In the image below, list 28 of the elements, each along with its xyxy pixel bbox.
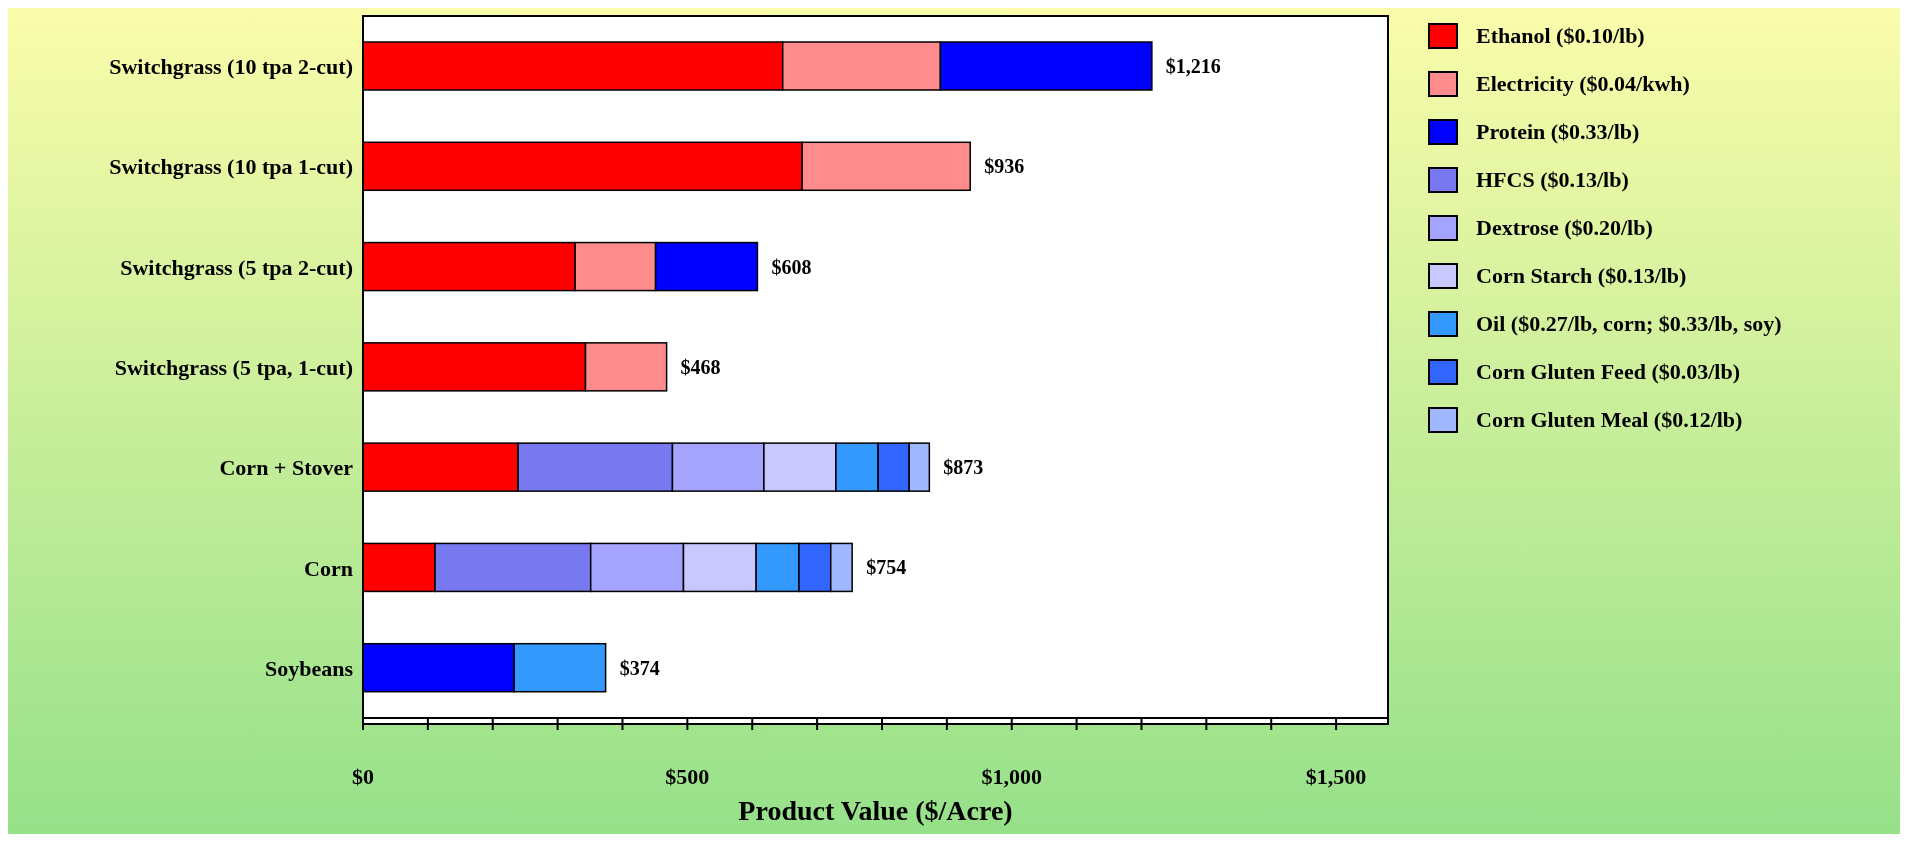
y-tick-label: Switchgrass (10 tpa 1-cut) bbox=[109, 154, 353, 180]
total-label: $468 bbox=[680, 355, 721, 378]
total-label: $1,216 bbox=[1165, 55, 1221, 77]
x-tick-label: $1,500 bbox=[1305, 764, 1367, 789]
total-label: $608 bbox=[771, 255, 812, 278]
total-label: $754 bbox=[866, 556, 907, 579]
legend-label: Protein ($0.33/lb) bbox=[1476, 119, 1640, 145]
legend-label: Ethanol ($0.10/lb) bbox=[1476, 23, 1645, 49]
legend-label: Corn Gluten Feed ($0.03/lb) bbox=[1476, 359, 1740, 385]
legend-label: Dextrose ($0.20/lb) bbox=[1476, 215, 1653, 241]
legend-label: Corn Starch ($0.13/lb) bbox=[1476, 263, 1687, 289]
total-label: $374 bbox=[619, 656, 660, 679]
x-tick-label: $500 bbox=[665, 764, 710, 789]
legend-label: Electricity ($0.04/kwh) bbox=[1476, 71, 1690, 97]
y-tick-label: Switchgrass (5 tpa, 1-cut) bbox=[114, 355, 353, 380]
y-tick-label: Switchgrass (10 tpa 2-cut) bbox=[109, 54, 353, 80]
total-label: $873 bbox=[943, 456, 984, 479]
x-tick-label: $0 bbox=[352, 764, 374, 789]
y-tick-label: Soybeans bbox=[264, 655, 354, 681]
legend-label: Corn Gluten Meal ($0.12/lb) bbox=[1476, 407, 1743, 433]
y-tick-label: Switchgrass (5 tpa 2-cut) bbox=[120, 254, 353, 280]
y-tick-label: Corn + Stover bbox=[219, 455, 354, 481]
legend-label: Oil ($0.27/lb, corn; $0.33/lb, soy) bbox=[1476, 311, 1782, 337]
total-label: $936 bbox=[984, 155, 1025, 178]
x-axis-title: Product Value ($/Acre) bbox=[738, 795, 1013, 826]
x-tick-label: $1,000 bbox=[981, 764, 1042, 789]
legend-label: HFCS ($0.13/lb) bbox=[1476, 167, 1629, 193]
y-tick-label: Corn bbox=[304, 555, 353, 581]
